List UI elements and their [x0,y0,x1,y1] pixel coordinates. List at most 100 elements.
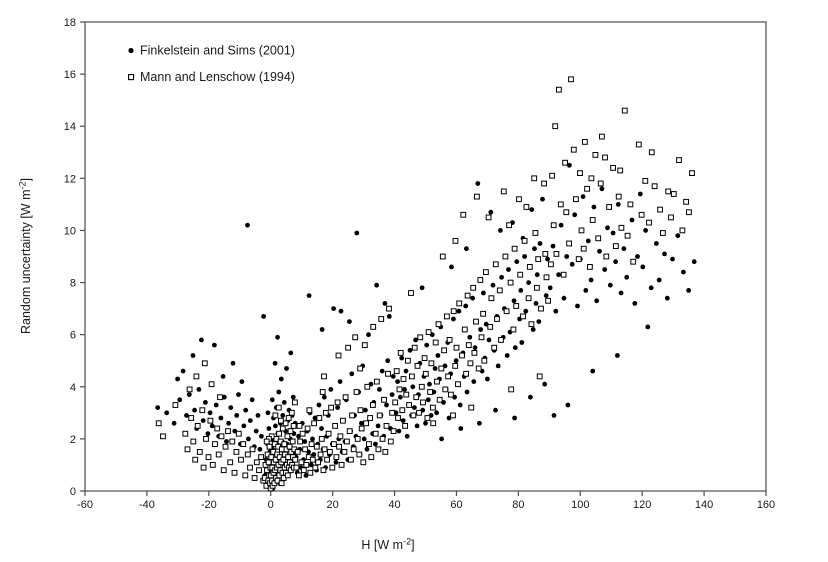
data-point-circle [475,181,481,186]
data-point-square [249,446,256,453]
x-tick-label: -20 [201,499,217,511]
data-point-circle [203,400,208,405]
x-tick-label: 60 [450,499,462,511]
data-point-square [460,211,467,218]
data-point-square [209,462,216,468]
data-point-circle [477,420,482,426]
data-point-square [212,441,218,448]
data-point-circle [523,308,529,314]
data-point-square [320,467,327,474]
data-point-square [321,446,328,453]
data-point-square [297,438,304,445]
data-point-square [379,436,386,442]
data-point-square [549,172,556,179]
data-point-circle [514,259,520,265]
data-point-square [278,417,284,424]
data-point-square [496,287,503,294]
data-point-circle [281,400,287,405]
data-point-square [613,243,619,249]
data-point-circle [275,334,280,340]
data-point-circle [464,389,470,395]
data-point-square [418,383,425,390]
data-point-circle [331,306,336,311]
data-point-square [610,165,617,171]
data-point-circle [382,301,388,306]
data-point-square [575,256,582,263]
x-tick-label: 100 [571,499,589,511]
x-tick-label: 160 [757,499,775,511]
data-point-square [510,326,517,333]
data-point-circle [402,387,407,392]
data-point-circle [567,162,572,168]
data-point-square [293,464,300,471]
data-point-square [357,407,364,414]
data-point-square [290,423,297,429]
data-point-circle [425,397,431,403]
data-point-square [689,170,695,176]
data-point-circle [209,423,215,429]
data-point-circle [605,225,610,231]
data-point-circle [375,423,381,429]
data-point-square [417,334,424,341]
data-point-circle [199,337,204,343]
data-point-circle [241,423,247,429]
data-point-square [646,219,652,226]
data-point-circle [384,402,389,408]
data-point-square [477,277,484,283]
data-point-square [233,449,240,455]
data-point-circle [457,402,463,408]
data-point-circle [558,222,564,228]
data-point-square [332,423,339,429]
data-point-square [483,269,489,276]
data-point-square [263,438,270,445]
data-point-circle [561,295,567,301]
data-point-circle [550,243,556,249]
data-point-square [376,412,383,419]
data-point-circle [311,452,317,457]
data-point-square [520,313,526,320]
data-point-circle [207,410,213,416]
data-point-square [258,454,265,461]
data-point-square [436,396,443,403]
data-point-circle [615,202,621,207]
data-point-square [498,337,504,343]
data-point-square [516,196,522,203]
data-point-circle [464,246,469,252]
data-point-square [194,423,201,429]
y-tick-label: 6 [70,330,76,342]
data-point-square [543,274,550,281]
data-point-circle [184,413,189,418]
data-point-circle [328,387,334,392]
data-point-circle [386,314,392,319]
data-point-circle [545,256,550,262]
data-point-square [317,451,324,458]
data-point-square [588,175,595,182]
data-point-circle [319,426,324,431]
data-point-square [298,459,305,466]
data-point-square [307,469,314,476]
data-point-square [235,430,242,437]
data-point-square [448,391,454,398]
data-point-square [344,438,350,445]
x-axis-ticks [84,491,767,496]
data-point-circle [495,363,501,369]
data-point-square [487,324,494,330]
data-point-circle [226,420,232,426]
data-point-square [345,344,352,351]
data-point-circle [481,290,486,296]
data-point-circle [590,368,596,374]
data-point-circle [519,340,525,345]
legend-label-finkelstein: Finkelstein and Sims (2001) [140,44,295,58]
data-point-square [193,373,200,380]
data-point-square [548,261,554,268]
data-point-square [381,396,387,403]
data-point-square [196,449,203,455]
data-point-circle [506,267,511,272]
data-point-circle [273,423,278,429]
data-point-square [502,253,509,260]
data-point-square [615,193,622,200]
data-point-circle [288,350,294,356]
data-point-square [511,245,518,252]
data-point-square [452,238,459,244]
data-point-circle [413,337,418,343]
